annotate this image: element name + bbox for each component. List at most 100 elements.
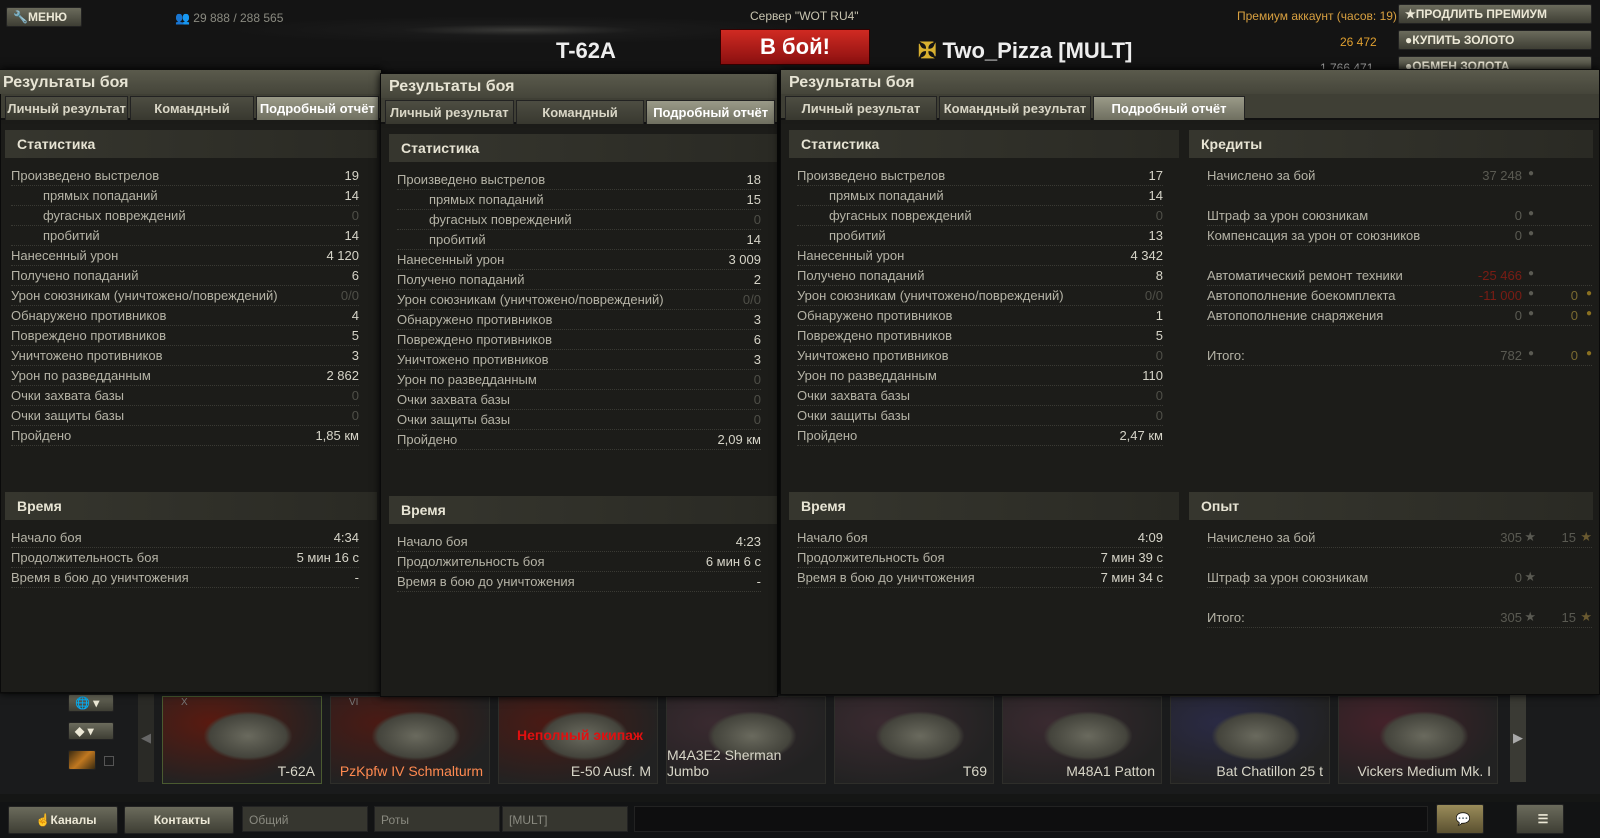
tab-personal[interactable]: Личный результат	[385, 100, 514, 124]
credits-value: -25 466	[1477, 268, 1522, 283]
battle-button[interactable]: В бой!	[720, 29, 870, 65]
stat-label: Очки защиты базы	[11, 408, 125, 423]
stat-row: Пройдено 1,85 км	[11, 426, 359, 446]
scroll-left-button[interactable]: ◀	[138, 694, 154, 782]
stat-row: Получено попаданий 6	[11, 266, 359, 286]
channels-button[interactable]: ☝ Каналы	[8, 806, 118, 834]
type-filter[interactable]: ◆ ▾	[68, 722, 114, 740]
stat-row: Пройдено 2,09 км	[397, 430, 761, 450]
tank-name: T-62A	[277, 763, 315, 779]
premium-filter[interactable]	[68, 750, 96, 770]
exp-section-header: Опыт	[1189, 492, 1593, 520]
stat-row: Уничтожено противников 3	[11, 346, 359, 366]
time-label: Время в бою до уничтожения	[397, 574, 575, 589]
tank-card[interactable]: Bat Chatillon 25 t	[1170, 696, 1330, 784]
tank-card[interactable]: VI PzKpfw IV Schmalturm	[330, 696, 490, 784]
gold-coin-icon: ●	[1405, 33, 1413, 47]
stat-value: 3	[753, 312, 761, 327]
hand-pointer-icon: ☝	[35, 813, 51, 827]
stat-value: 0	[1155, 388, 1163, 403]
chat-tab-companies[interactable]: Роты	[374, 806, 500, 832]
scroll-right-button[interactable]: ▶	[1510, 694, 1526, 782]
stats-section-header: Статистика	[389, 134, 777, 162]
tank-card[interactable]: T69	[834, 696, 994, 784]
stat-row: Нанесенный урон 4 120	[11, 246, 359, 266]
time-label: Продолжительность боя	[397, 554, 545, 569]
credits-value: -11 000	[1478, 288, 1522, 303]
stat-row: Получено попаданий 2	[397, 270, 761, 290]
stat-value: 0	[753, 412, 761, 427]
buy-gold-button[interactable]: ● КУПИТЬ ЗОЛОТО	[1398, 30, 1592, 50]
exp-row: Итого: 305 ★ 15 ★	[1207, 608, 1592, 628]
stat-row: фугасных повреждений 0	[11, 206, 359, 226]
tank-image	[371, 711, 461, 761]
tank-image	[1043, 711, 1133, 761]
stat-value: 110	[1142, 368, 1163, 383]
stat-label: Нанесенный урон	[11, 248, 119, 263]
stat-label: прямых попаданий	[429, 192, 544, 207]
tank-type-icon: ◆ ▾	[75, 724, 94, 738]
stat-value: 0	[351, 388, 359, 403]
credits-value: 782	[1500, 348, 1522, 363]
stat-row: пробитий 14	[11, 226, 359, 246]
chat-tab-general[interactable]: Общий	[242, 806, 368, 832]
tank-card[interactable]: X T-62A	[162, 696, 322, 784]
tab-detailed[interactable]: Подробный отчёт	[646, 100, 776, 124]
chat-tab-clan[interactable]: [MULT]	[502, 806, 628, 832]
exp-value: 0	[1514, 570, 1522, 585]
battle-results-window: Результаты боя Личный результат Командный …	[0, 69, 382, 693]
time-label: Продолжительность боя	[797, 550, 945, 565]
extend-premium-button[interactable]: ★ ПРОДЛИТЬ ПРЕМИУМ	[1398, 4, 1592, 24]
stat-label: Произведено выстрелов	[397, 172, 546, 187]
tank-card[interactable]: M48A1 Patton	[1002, 696, 1162, 784]
stat-label: Урон по разведданным	[397, 372, 537, 387]
chat-input[interactable]	[634, 806, 1428, 832]
stat-label: фугасных повреждений	[829, 208, 972, 223]
stat-value: 2 862	[326, 368, 359, 383]
stat-row: прямых попаданий 14	[797, 186, 1163, 206]
tab-team[interactable]: Командный результат	[130, 96, 254, 140]
stat-row: Урон по разведданным 0	[397, 370, 761, 390]
tab-team[interactable]: Командный результат	[515, 100, 645, 144]
stat-label: Урон союзникам (уничтожено/повреждений)	[11, 288, 278, 303]
stat-row: Произведено выстрелов 19	[11, 166, 359, 186]
tank-card[interactable]: M4A3E2 Sherman Jumbo	[666, 696, 826, 784]
time-row: Начало боя 4:09	[797, 528, 1163, 548]
filter-checkbox[interactable]	[104, 756, 114, 766]
tank-tier: VI	[349, 697, 359, 708]
tab-personal[interactable]: Личный результат	[785, 96, 937, 120]
time-row: Продолжительность боя 6 мин 6 с	[397, 552, 761, 572]
tab-detailed[interactable]: Подробный отчёт	[1093, 96, 1245, 120]
tab-detailed[interactable]: Подробный отчёт	[255, 96, 379, 120]
tank-card[interactable]: Vickers Medium Mk. I	[1338, 696, 1498, 784]
stat-row: Урон союзникам (уничтожено/повреждений) 0…	[797, 286, 1163, 306]
stat-value: 18	[746, 172, 761, 187]
free-exp-value: 15	[1561, 530, 1576, 545]
contacts-button[interactable]: Контакты	[124, 806, 234, 834]
credits-row: Автопополнение боекомплекта -11 000 ● 0 ●	[1207, 286, 1592, 306]
time-label: Время в бою до уничтожения	[11, 570, 189, 585]
notifications-button[interactable]: 💬	[1436, 804, 1484, 834]
stat-value: 6	[753, 332, 761, 347]
current-tank: T-62A	[556, 38, 616, 63]
tab-team[interactable]: Командный результат	[939, 96, 1091, 120]
tank-image	[1379, 711, 1469, 761]
menu-button[interactable]: 🔧 МЕНЮ	[6, 7, 82, 27]
stat-label: Получено попаданий	[797, 268, 925, 283]
premium-status: Премиум аккаунт (часов: 19)	[1237, 9, 1397, 23]
stat-label: Очки захвата базы	[397, 392, 511, 407]
tank-card[interactable]: Неполный экипаж E-50 Ausf. M	[498, 696, 658, 784]
stat-row: Повреждено противников 6	[397, 330, 761, 350]
credits-row: Штраф за урон союзникам 0 ●	[1207, 206, 1592, 226]
stat-row: Уничтожено противников 0	[797, 346, 1163, 366]
tab-personal[interactable]: Личный результат	[5, 96, 129, 120]
stat-row: Получено попаданий 8	[797, 266, 1163, 286]
stat-row: Урон союзникам (уничтожено/повреждений) 0…	[397, 290, 761, 310]
tank-image	[875, 711, 965, 761]
window-title: Результаты боя	[0, 70, 381, 94]
gold-coin-icon: ●	[1585, 288, 1592, 299]
service-list-button[interactable]: ☰	[1516, 804, 1564, 834]
nation-filter[interactable]: 🌐 ▾	[68, 694, 114, 712]
server-name: Сервер "WOT RU4"	[750, 9, 859, 23]
